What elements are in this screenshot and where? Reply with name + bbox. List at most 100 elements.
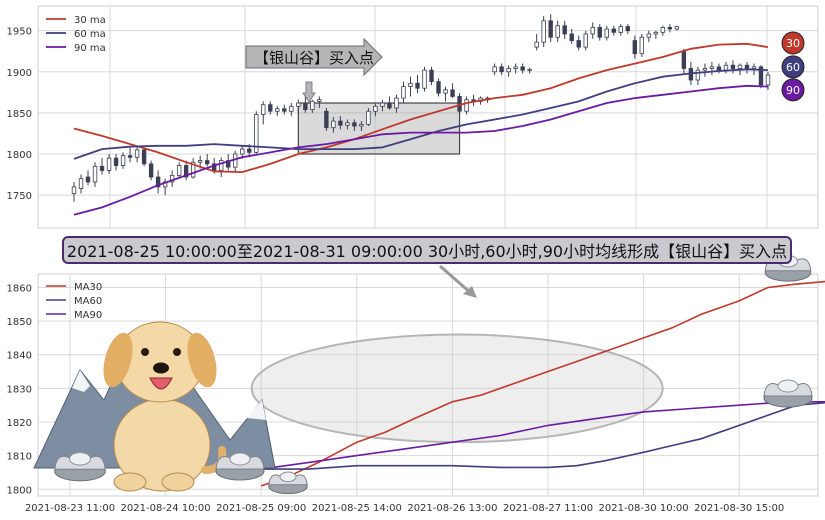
candle [534,41,539,48]
candle [583,33,588,48]
candle [366,110,371,125]
signal-banner: 2021-08-25 10:00:00至2021-08-31 09:00:00 … [62,236,792,264]
candle [520,66,525,71]
top-y-tick-label: 1800 [7,150,32,161]
candle [373,105,378,112]
candle [737,64,743,69]
callout-text: 【银山谷】买入点 [254,49,374,67]
ma-line-30-ma [73,42,769,174]
candle [541,20,546,43]
candle [282,108,287,112]
candle [155,176,161,188]
candle [275,108,280,112]
candle [338,120,343,126]
decoration-layer [33,255,813,495]
top-y-tick-label: 1750 [7,191,32,202]
candle [716,66,722,71]
top-y-tick-label: 1950 [7,27,32,38]
candle [219,160,224,171]
bottom-y-tick-label: 1830 [7,384,32,395]
candle [611,28,616,33]
candle [345,122,350,126]
candle [190,161,196,178]
silver-ingot-icon [215,452,265,481]
bottom-y-tick-label: 1820 [7,418,32,429]
candle [183,165,189,178]
candle [765,74,771,86]
candle [401,86,406,99]
candle [127,155,133,158]
candle [268,104,273,112]
candle [590,26,595,35]
candle [141,149,147,165]
ma-line-MA90 [261,401,825,470]
candle [134,149,140,158]
candle [436,81,441,94]
candle [197,160,203,163]
candle [78,178,84,189]
end-marker-label: 90 [786,84,800,97]
candle [751,66,757,69]
legend-label: MA30 [74,282,102,293]
candle [92,165,98,183]
candle [443,89,448,94]
ma-line-MA30 [260,280,825,487]
x-tick-label: 2021-08-30 15:00 [694,503,784,514]
silver-ingot-icon [763,379,813,408]
top-y-tick-label: 1900 [7,68,32,79]
candle [562,25,567,35]
candle [576,40,581,48]
candle [71,186,77,194]
candle [99,165,105,171]
candle [113,157,119,166]
candle [548,20,553,38]
highlight-ellipse [250,333,664,444]
candle [247,148,252,153]
candle [296,102,301,107]
candle [240,148,245,155]
candle [625,26,630,32]
candle [359,124,364,127]
legend-label: MA60 [74,296,102,307]
candle [499,66,504,73]
candle [422,69,427,89]
candle [632,40,638,55]
candle [380,102,385,107]
candle [597,26,602,38]
top-plot-area [37,5,819,229]
x-tick-label: 2021-08-23 11:00 [25,503,115,514]
x-tick-label: 2021-08-24 10:00 [121,503,211,514]
ma-line-90-ma [73,84,769,216]
candle [506,68,511,73]
candle [106,157,112,171]
candle [527,68,532,71]
legend-label: 30 ma [74,15,106,26]
top-price-chart: 1750 1800 1850 1900 1950 30 ma 60 ma 90 ma 30 60 9… [7,5,819,229]
end-marker-label: 30 [786,37,800,50]
bottom-y-tick-label: 1850 [7,317,32,328]
candle [653,31,659,35]
candle [450,89,455,97]
highlight-box [297,102,461,155]
candle [674,26,680,30]
top-y-tick-label: 1850 [7,109,32,120]
end-marker-90 [781,78,805,102]
bottom-y-tick-label: 1860 [7,283,32,294]
candle [695,69,701,81]
bottom-y-tick-label: 1800 [7,485,32,496]
candle [415,82,420,89]
candle [204,160,210,165]
candle [289,105,294,112]
candle [513,66,518,69]
candle [758,66,764,86]
x-tick-label: 2021-08-26 13:00 [407,503,497,514]
candle [352,122,357,127]
x-tick-label: 2021-08-25 09:00 [216,503,306,514]
legend-label: MA90 [74,310,102,321]
candle [555,25,560,38]
callout-arrow [245,37,383,77]
candle [85,176,91,183]
candle [723,64,729,71]
connector-arrow [439,264,473,296]
